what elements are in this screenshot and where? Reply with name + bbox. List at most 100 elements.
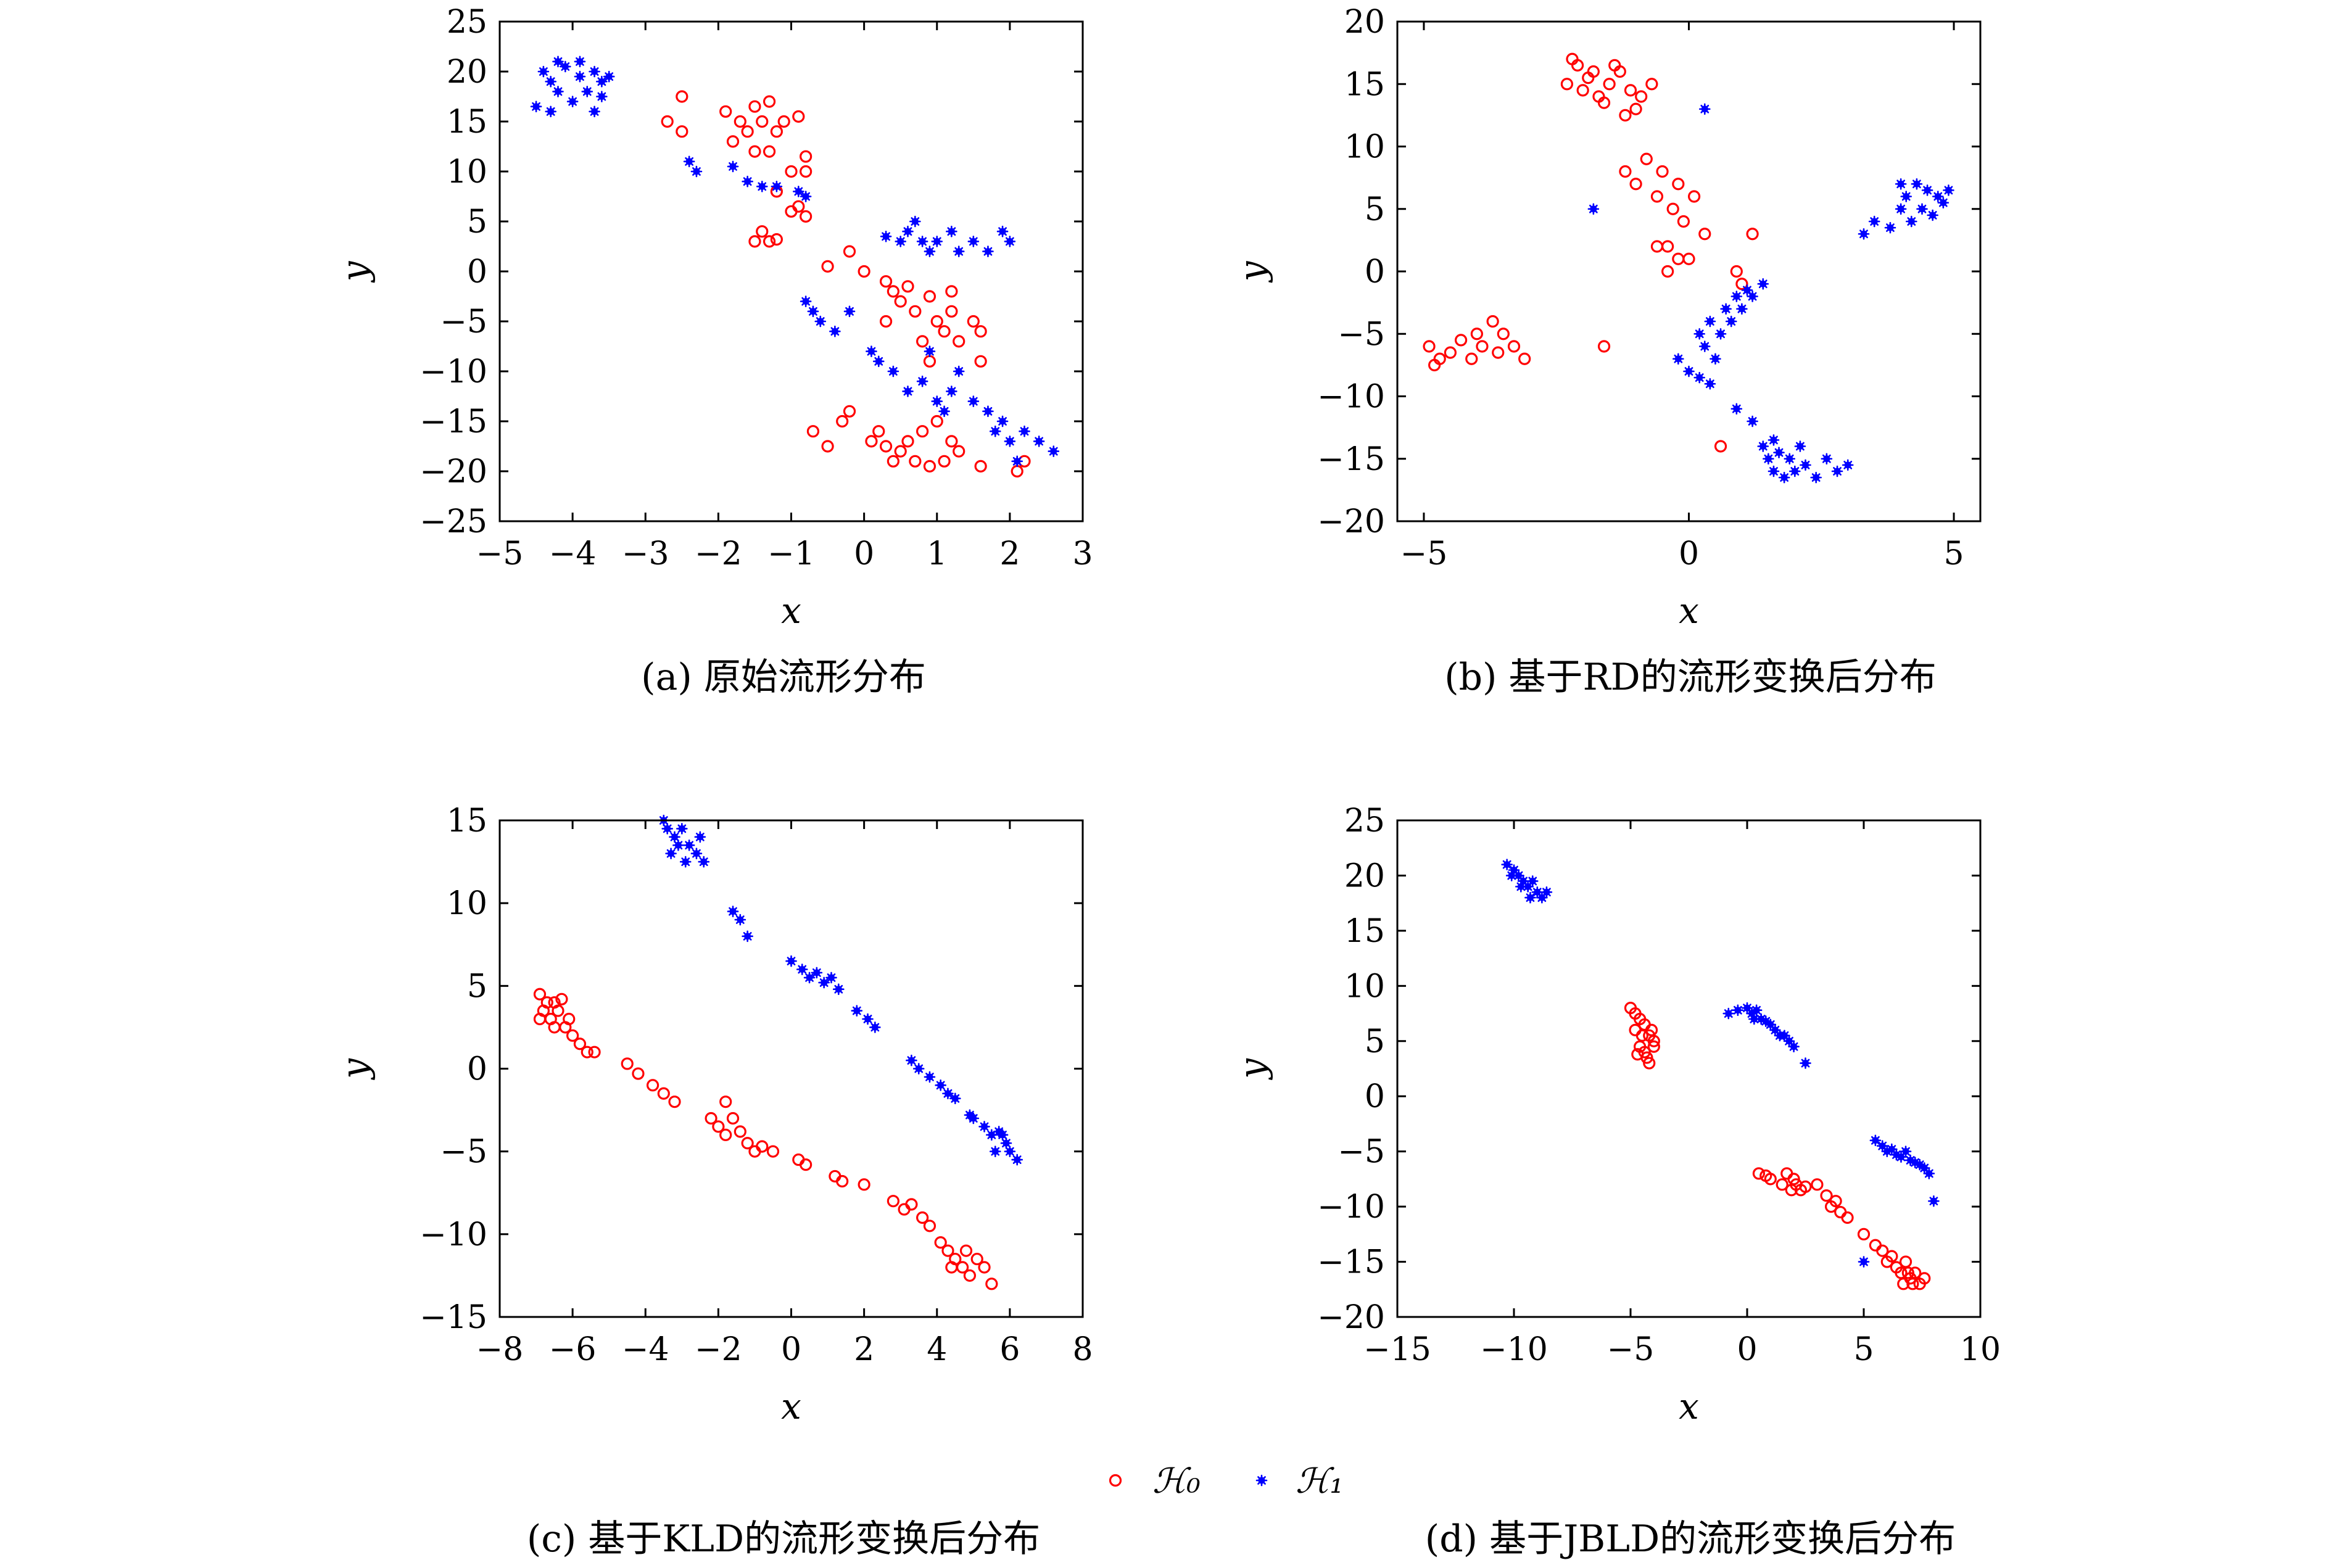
data-point [734,115,746,128]
data-point [1619,165,1632,178]
y-tick-label: 10 [1344,968,1385,1005]
y-tick-label: 20 [1344,4,1385,41]
data-point [1906,215,1917,228]
data-point [1698,340,1711,352]
data-point [1629,178,1642,191]
data-point [1730,291,1743,302]
data-point [953,445,965,458]
data-point [672,839,684,851]
data-point [665,848,677,859]
data-point [657,1087,670,1100]
data-point [982,405,994,418]
data-point [935,1079,946,1091]
data-point [1560,78,1574,91]
data-point [1923,1168,1935,1179]
data-point [1645,78,1658,91]
data-point [1736,303,1748,315]
data-point [934,1236,947,1249]
data-point [1587,65,1600,78]
data-point [756,181,768,192]
data-point [1666,202,1679,215]
data-point [533,988,547,1001]
data-point [1747,415,1758,427]
y-tick-label: 15 [447,803,487,840]
x-tick-label: 0 [781,1331,801,1368]
data-point [1693,371,1705,384]
x-tick-label: −4 [549,535,597,572]
data-point [953,335,965,348]
data-point [727,906,739,917]
data-point [1858,1256,1870,1268]
data-point [1787,1173,1800,1186]
data-point [1048,445,1060,457]
data-point [872,355,885,368]
x-tick-label: −5 [476,535,524,572]
y-tick-label: −10 [420,353,487,390]
data-point [916,375,928,387]
data-point [1764,1173,1777,1186]
data-point [953,246,965,257]
data-point [851,1005,863,1017]
data-point [719,1096,732,1108]
series-h1 [530,56,1060,468]
data-point [905,1198,918,1211]
data-point [540,996,553,1009]
data-point [865,435,878,448]
x-tick-label: 2 [854,1331,874,1368]
data-point [1470,328,1483,340]
data-point [669,831,680,843]
data-point [959,1244,973,1257]
data-point [1619,109,1632,122]
data-point [829,325,841,337]
x-tick-label: 10 [1960,1331,2001,1368]
data-point [545,105,556,118]
data-point [930,315,943,328]
data-point [887,365,899,378]
y-tick-label: 15 [1344,913,1385,950]
y-tick-label: −20 [1317,503,1385,540]
y-tick-label: 15 [1344,66,1385,103]
data-point [756,115,769,128]
legend-label-h0: ℋ₀ [1152,1461,1201,1501]
data-point [537,65,550,78]
data-point [924,345,936,357]
data-point [646,1079,659,1092]
subplot-caption: (c) 基于KLD的流形变换后分布 [527,1517,1040,1561]
data-point [843,245,856,258]
legend-marker-circle [1109,1474,1122,1487]
data-point [742,175,753,188]
data-point [573,1038,587,1050]
plot-frame [498,819,1084,1318]
data-point [1831,465,1843,477]
data-point [869,1021,881,1033]
data-point [734,914,746,926]
plot-frame [1396,819,1982,1318]
data-point [741,125,754,138]
data-point [1635,90,1648,103]
data-point [1647,1040,1660,1053]
data-point [1444,346,1457,359]
y-tick-label: −10 [1317,1189,1385,1226]
x-tick-label: −5 [1607,1331,1655,1368]
data-point [1730,265,1743,278]
data-point [963,1269,977,1282]
data-point [924,246,936,257]
data-point [1714,328,1727,340]
data-point [825,972,837,984]
data-point [1735,278,1748,291]
data-point [1800,1057,1811,1069]
data-point [1918,1272,1931,1285]
series-h0 [533,988,998,1290]
y-tick-label: −15 [1317,441,1385,478]
data-point [1820,1189,1833,1202]
data-point [1869,1239,1882,1252]
data-point [661,823,673,835]
data-point [1643,1057,1656,1070]
data-point [909,215,921,228]
x-tick-label: 1 [927,535,947,572]
x-tick-label: 0 [1737,1331,1757,1368]
data-point [1884,221,1896,234]
y-tick-label: 20 [447,54,487,91]
data-point [1492,346,1505,359]
series-h1 [1587,103,1954,484]
